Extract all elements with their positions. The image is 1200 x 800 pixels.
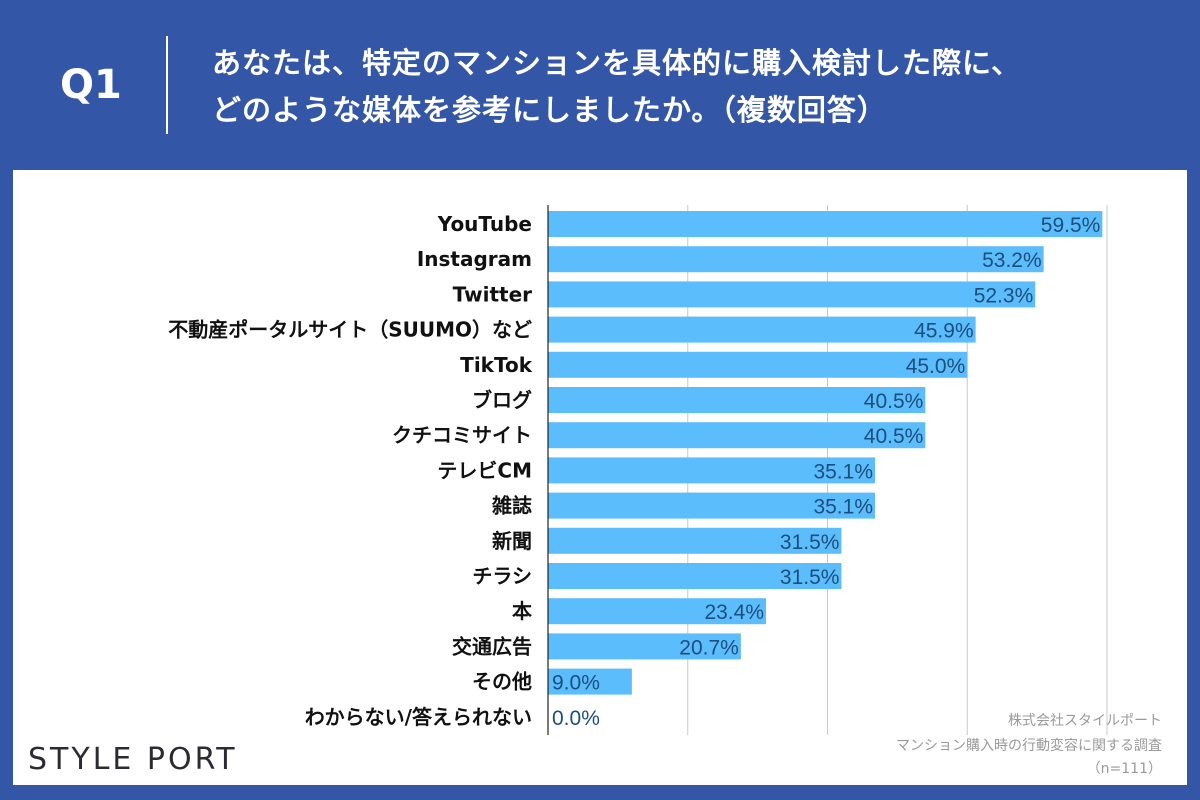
category-label: テレビCM	[437, 458, 532, 482]
category-label: わからない/答えられない	[305, 705, 532, 729]
category-label: Instagram	[417, 247, 532, 271]
bar	[548, 422, 926, 449]
value-label: 20.7%	[679, 636, 739, 659]
value-label: 35.1%	[813, 460, 873, 483]
bar	[548, 316, 976, 343]
source-survey: マンション購入時の行動変容に関する調査	[896, 738, 1162, 754]
category-label: 新聞	[492, 529, 532, 553]
value-label: 35.1%	[813, 496, 873, 519]
category-label: Twitter	[453, 282, 532, 306]
value-label: 9.0%	[552, 672, 600, 695]
value-label: 23.4%	[704, 601, 764, 624]
question-number: Q1	[60, 62, 122, 108]
bar	[548, 633, 741, 660]
category-label: チラシ	[472, 564, 532, 588]
category-label: 不動産ポータルサイト（SUUMO）など	[168, 318, 532, 342]
value-label: 53.2%	[982, 249, 1042, 272]
category-label: YouTube	[437, 212, 532, 236]
value-label: 31.5%	[780, 531, 840, 554]
category-label: クチコミサイト	[392, 423, 532, 447]
header-divider	[166, 36, 168, 134]
bar	[548, 668, 632, 695]
category-label: 雑誌	[491, 494, 532, 518]
value-label: 40.5%	[864, 425, 924, 448]
value-label: 31.5%	[780, 566, 840, 589]
bar	[548, 563, 842, 589]
value-label: 45.9%	[914, 320, 974, 343]
bar	[548, 457, 876, 484]
bar	[548, 211, 1103, 237]
source-company: 株式会社スタイルポート	[1008, 713, 1162, 729]
category-label: TikTok	[460, 353, 533, 377]
category-label: その他	[472, 670, 532, 694]
title-line-1: あなたは、特定のマンションを具体的に購入検討した際に、	[212, 46, 1022, 80]
question-title: あなたは、特定のマンションを具体的に購入検討した際に、 どのような媒体を参考にし…	[212, 40, 1021, 134]
value-label: 0.0%	[552, 707, 600, 730]
value-label: 45.0%	[906, 355, 966, 378]
value-label: 40.5%	[864, 390, 924, 413]
sample-size: （n=111）	[1086, 761, 1162, 777]
category-label: ブログ	[472, 388, 532, 412]
bar	[548, 527, 842, 554]
title-line-2: どのような媒体を参考にしましたか。（複数回答）	[212, 93, 887, 127]
bar	[548, 492, 876, 519]
bar	[548, 351, 968, 378]
bar	[548, 598, 767, 625]
bar	[548, 246, 1044, 273]
style-port-logo: STYLE PORT	[28, 742, 238, 777]
value-label: 59.5%	[1041, 214, 1101, 237]
category-label: 本	[512, 599, 532, 623]
category-label: 交通広告	[452, 634, 532, 658]
bar	[548, 281, 1036, 308]
bar	[548, 387, 926, 413]
value-label: 52.3%	[974, 284, 1034, 307]
